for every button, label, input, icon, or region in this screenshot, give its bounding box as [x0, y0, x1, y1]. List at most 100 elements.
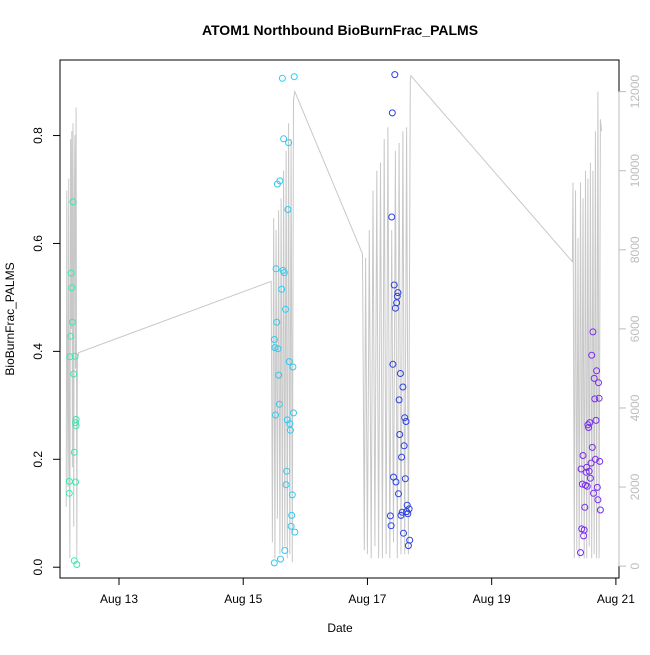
y2-tick-label: 6000 — [628, 315, 642, 342]
data-point — [68, 318, 76, 326]
data-point — [401, 475, 409, 483]
x-tick-label: Aug 17 — [348, 592, 386, 606]
data-point — [388, 109, 396, 117]
data-point — [404, 510, 412, 518]
data-point — [403, 501, 411, 509]
data-point — [582, 481, 589, 489]
data-point — [288, 511, 296, 519]
data-point — [70, 448, 78, 456]
data-point — [387, 522, 395, 530]
data-point — [584, 421, 592, 429]
chart-title: ATOM1 Northbound BioBurnFrac_PALMS — [202, 22, 478, 38]
data-point — [70, 370, 78, 378]
data-point — [285, 358, 293, 366]
data-point — [388, 213, 396, 221]
y2-tick-label: 4000 — [628, 394, 642, 421]
data-point — [399, 383, 407, 391]
data-point — [591, 455, 599, 463]
data-point — [405, 505, 413, 513]
data-point — [586, 474, 594, 482]
data-point — [585, 424, 593, 431]
data-point — [401, 414, 409, 422]
data-point — [290, 409, 297, 417]
y2-tick-label: 2000 — [628, 473, 642, 500]
data-point — [596, 457, 604, 465]
data-point — [390, 281, 398, 289]
data-point — [280, 135, 288, 143]
data-point — [289, 363, 297, 371]
data-point — [282, 481, 290, 489]
data-point — [395, 490, 402, 498]
y2-tick-label: 0 — [628, 562, 642, 569]
data-point — [285, 139, 293, 147]
data-point — [585, 467, 593, 475]
data-point — [580, 526, 588, 534]
y-tick-label: 0.6 — [31, 235, 45, 252]
data-point — [291, 528, 299, 536]
data-point — [393, 299, 401, 307]
y2-tick-label: 10000 — [628, 154, 642, 188]
x-tick-label: Aug 19 — [473, 592, 511, 606]
data-point — [396, 370, 404, 377]
x-axis-label: Date — [327, 621, 353, 635]
data-point — [588, 443, 596, 451]
data-point — [278, 285, 286, 293]
data-point — [582, 468, 590, 476]
y-tick-label: 0.0 — [31, 559, 45, 576]
y-tick-label: 0.4 — [31, 343, 45, 360]
data-point — [272, 411, 279, 419]
data-point — [271, 344, 279, 352]
x-tick-label: Aug 21 — [597, 592, 635, 606]
data-point — [65, 489, 73, 497]
plot-frame — [59, 59, 620, 579]
data-point — [591, 395, 599, 403]
data-point — [270, 336, 278, 343]
data-point — [397, 511, 405, 519]
data-point — [586, 419, 594, 427]
data-point — [67, 269, 75, 277]
data-point — [67, 332, 75, 340]
data-point — [596, 506, 604, 514]
x-tick-label: Aug 15 — [224, 592, 262, 606]
data-point — [395, 396, 403, 404]
data-point — [590, 489, 597, 497]
axes-layer: Aug 13 Aug 15 Aug 17 Aug 19 Aug 21 0.0 0.2 0.4 0… — [31, 75, 642, 606]
data-point — [400, 442, 408, 450]
data-point — [69, 198, 77, 206]
secondary-line-layer — [65, 74, 603, 563]
data-point — [278, 74, 286, 82]
data-point — [72, 478, 79, 486]
data-point — [579, 452, 587, 459]
data-point — [581, 503, 589, 511]
data-point — [396, 431, 404, 438]
data-point — [588, 351, 596, 359]
data-point — [73, 561, 81, 568]
data-point — [577, 549, 584, 557]
data-point — [273, 318, 281, 326]
y-axis-label: BioBurnFrac_PALMS — [3, 262, 17, 375]
y-tick-label: 0.8 — [31, 127, 45, 144]
data-point — [270, 559, 278, 567]
points-layer — [65, 71, 604, 568]
data-point — [72, 422, 80, 430]
data-point — [590, 374, 598, 382]
data-point — [398, 453, 406, 461]
data-point — [594, 496, 602, 504]
data-point — [580, 532, 588, 540]
data-point — [66, 353, 74, 361]
data-point — [275, 400, 283, 408]
data-point — [287, 522, 295, 530]
data-point — [272, 265, 280, 273]
data-point — [391, 71, 399, 79]
data-point — [595, 394, 603, 402]
data-point — [389, 360, 397, 368]
data-point — [288, 491, 296, 499]
data-point — [280, 269, 288, 277]
y-tick-label: 0.2 — [31, 451, 45, 468]
data-point — [276, 177, 284, 185]
data-point — [393, 292, 401, 300]
data-point — [68, 284, 76, 292]
data-point — [400, 529, 407, 537]
